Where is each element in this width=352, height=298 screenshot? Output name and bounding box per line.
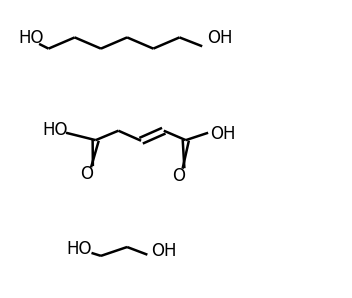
- Text: HO: HO: [18, 29, 44, 47]
- Text: O: O: [172, 167, 185, 184]
- Text: OH: OH: [210, 125, 236, 143]
- Text: HO: HO: [43, 120, 68, 139]
- Text: HO: HO: [66, 240, 92, 258]
- Text: O: O: [81, 165, 93, 183]
- Text: OH: OH: [151, 242, 176, 260]
- Text: OH: OH: [207, 29, 233, 47]
